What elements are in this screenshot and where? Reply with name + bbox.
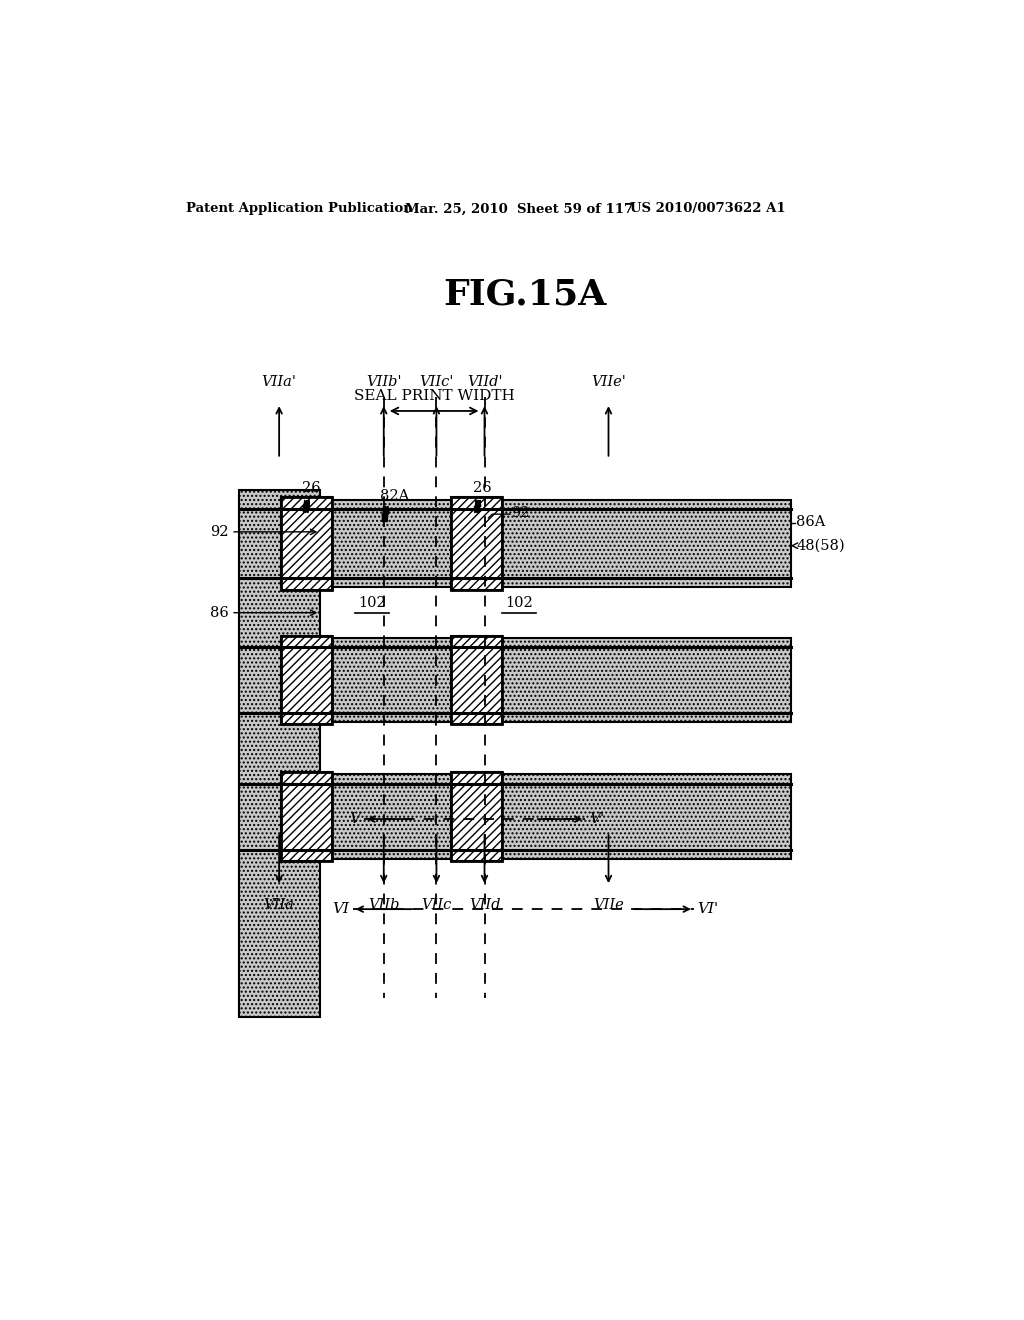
Text: Mar. 25, 2010  Sheet 59 of 117: Mar. 25, 2010 Sheet 59 of 117 — [406, 202, 634, 215]
Text: VIIc': VIIc' — [419, 375, 454, 389]
Text: VI': VI' — [697, 902, 719, 916]
Bar — [281, 498, 332, 590]
Text: VIId': VIId' — [467, 375, 502, 389]
Text: FIG.15A: FIG.15A — [443, 277, 606, 312]
Text: VIIe: VIIe — [593, 898, 624, 912]
Bar — [281, 636, 332, 725]
Text: 92: 92 — [512, 506, 530, 520]
Bar — [281, 772, 332, 862]
Text: VIIa': VIIa' — [262, 375, 297, 389]
Bar — [452, 636, 503, 725]
Text: V: V — [349, 812, 360, 826]
Bar — [321, 638, 791, 722]
Text: US 2010/0073622 A1: US 2010/0073622 A1 — [630, 202, 785, 215]
Text: 26: 26 — [473, 480, 492, 495]
Text: Patent Application Publication: Patent Application Publication — [186, 202, 413, 215]
Text: VIIa: VIIa — [264, 898, 295, 912]
Text: VIIc: VIIc — [421, 898, 452, 912]
Bar — [452, 772, 503, 862]
Text: 102: 102 — [506, 597, 534, 610]
Text: 86A: 86A — [796, 515, 825, 529]
Bar — [321, 775, 791, 859]
Bar — [281, 498, 332, 590]
Text: 92: 92 — [210, 525, 228, 539]
Text: V': V' — [589, 812, 604, 826]
Bar — [281, 636, 332, 725]
Bar — [452, 498, 503, 590]
Text: VIIb': VIIb' — [366, 375, 401, 389]
Bar — [452, 498, 503, 590]
Bar — [239, 490, 321, 1016]
Text: 86: 86 — [210, 606, 228, 619]
Bar — [452, 636, 503, 725]
Text: SEAL PRINT WIDTH: SEAL PRINT WIDTH — [353, 389, 514, 404]
Bar — [321, 499, 791, 587]
Bar — [452, 772, 503, 862]
Bar — [281, 772, 332, 862]
Text: 102: 102 — [358, 597, 386, 610]
Text: VIIb: VIIb — [368, 898, 399, 912]
Text: 82A: 82A — [380, 488, 410, 503]
Text: VIId: VIId — [469, 898, 501, 912]
Text: 48(58): 48(58) — [796, 539, 845, 553]
Text: VI: VI — [332, 902, 349, 916]
Text: 26: 26 — [302, 480, 321, 495]
Text: VIIe': VIIe' — [591, 375, 626, 389]
